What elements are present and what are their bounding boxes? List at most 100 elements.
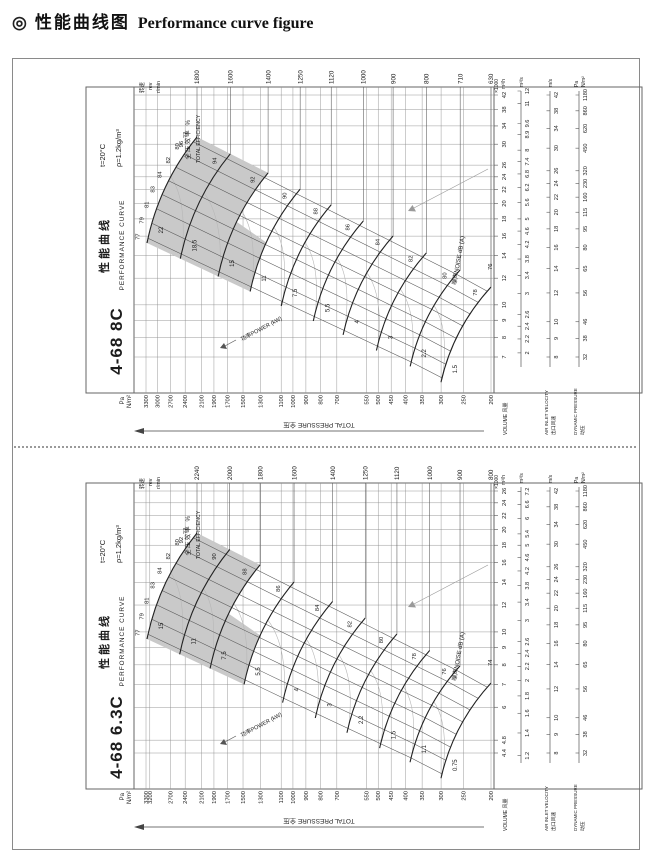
pressure-tick-label: 800 (318, 791, 324, 801)
pressure-tick-label: 1500 (241, 791, 247, 804)
volume-m3s-tick-label: 1.8 (525, 692, 531, 700)
volume-m3s-tick-label: 9.6 (525, 120, 531, 128)
pressure-tick-label: 2100 (200, 791, 206, 804)
air-inlet-velocity-tick-label: 18 (554, 226, 560, 232)
pressure-tick-label: 250 (462, 395, 468, 405)
speed-rpm-label: 1800 (257, 466, 264, 480)
volume-tick-label: 16 (502, 559, 508, 565)
volume-tick-label: 42 (502, 92, 508, 98)
efficiency-value-label: 77 (135, 629, 141, 635)
dynamic-pressure-tick-label: 620 (583, 124, 589, 133)
volume-m3s-tick-label: 12 (525, 88, 531, 94)
air-inlet-velocity-tick-label: 16 (554, 640, 560, 646)
noise-value-label: 84 (375, 238, 381, 245)
power-value-label: 7.5 (222, 651, 228, 660)
dynamic-pressure-tick-label: 95 (583, 622, 589, 628)
condition-temperature: t=20°C (98, 539, 107, 563)
arrow-icon (220, 343, 227, 349)
efficiency-mesh-line (151, 223, 446, 365)
dynamic-pressure-label: DYNAMIC PRESSURE (573, 388, 578, 435)
volume-m3s-tick-label: 1.4 (525, 729, 531, 737)
power-value-label: 1.5 (453, 364, 459, 373)
pressure-tick-label: 450 (389, 395, 395, 405)
dynamic-pressure-label: DYNAMIC PRESSURE (573, 784, 578, 831)
volume-m3s-tick-label: 5.6 (525, 198, 531, 206)
performance-chart-8c: 4-68 8C 性能曲线 PERFORMANCE CURVE t=20°C ρ=1.2k… (85, 70, 643, 435)
dynamic-pressure-tick-label: 320 (583, 166, 589, 175)
dynamic-pressure-tick-label: 320 (583, 562, 589, 571)
volume-tick-label: 10 (502, 302, 508, 308)
dynamic-pressure-tick-label: 115 (583, 208, 589, 217)
recommended-zone-shading (147, 533, 261, 685)
efficiency-mesh-line (175, 167, 471, 315)
efficiency-mesh-line (184, 154, 479, 303)
volume-m3s-tick-label: 2 (525, 351, 531, 354)
dynamic-pressure-tick-label: 38 (583, 335, 589, 341)
efficiency-mesh-line (156, 208, 451, 352)
noise-pointer-line (411, 564, 489, 606)
power-value-label: 7.5 (293, 288, 299, 297)
volume-unit2: m³/h (501, 475, 507, 485)
arrow-up-icon (134, 428, 144, 434)
arrow-up-left-icon (408, 205, 416, 212)
dynamic-pressure-label-zh: 动压 (579, 425, 586, 435)
air-inlet-velocity-tick-label: 42 (554, 488, 560, 494)
efficiency-value-label: 77 (183, 528, 189, 534)
condition-density: ρ=1.2kg/m³ (114, 129, 123, 167)
speed-header-zh: 转速 (138, 82, 146, 93)
speed-rpm-label: 1400 (265, 70, 272, 84)
efficiency-contour-arc (203, 588, 215, 660)
pressure-tick-label: 1300 (259, 791, 265, 804)
noise-value-label: 80 (379, 637, 385, 643)
speed-rpm-label: 900 (390, 73, 397, 84)
total-pressure-label: TOTAL PRESSURE 全压 (283, 421, 355, 430)
volume-tick-label: 26 (502, 488, 508, 494)
noise-value-label: 90 (212, 553, 218, 559)
power-value-label: 11 (192, 638, 198, 645)
air-inlet-velocity-tick-label: 8 (554, 355, 560, 358)
power-value-label: 18.5 (192, 239, 198, 251)
dynamic-pressure-tick-label: 230 (583, 179, 589, 188)
volume-m3s-tick-label: 7.4 (525, 158, 531, 166)
volume-m3s-tick-label: 5 (525, 544, 531, 547)
noise-value-label: 82 (347, 621, 353, 627)
volume-m3s-tick-label: 6.8 (525, 170, 531, 178)
efficiency-contour-arc (170, 572, 184, 646)
performance-chart-6-3c: 4-68 6.3C 性能曲线 PERFORMANCE CURVE t=20°C ρ=1.… (85, 466, 643, 831)
speed-rpm-label: 2240 (194, 466, 201, 480)
speed-curve-1400 (217, 172, 269, 277)
efficiency-mesh-line (168, 576, 463, 723)
volume-tick-label: 18 (502, 216, 508, 222)
power-value-label: 4 (295, 687, 301, 691)
noise-value-label: 84 (315, 604, 321, 611)
efficiency-mesh-line (193, 537, 488, 688)
speed-curve-1800 (146, 136, 198, 244)
panel-divider-dotted-line (14, 446, 636, 448)
dynamic-pressure-tick-label: 56 (583, 290, 589, 296)
pressure-tick-label: 2100 (200, 395, 206, 408)
pressure-tick-label: 500 (376, 791, 382, 801)
air-inlet-velocity-tick-label: 8 (554, 751, 560, 754)
efficiency-contour-arc (338, 654, 351, 725)
dynamic-pressure-tick-label: 65 (583, 265, 589, 271)
efficiency-contour-arc (267, 619, 286, 694)
efficiency-value-label: 83 (151, 186, 157, 192)
speed-header-zh: 转速 (138, 478, 146, 489)
volume-unit2: m³/h (501, 79, 507, 89)
speed-rpm-label: 1120 (328, 70, 335, 84)
speed-curve-1250 (249, 188, 301, 292)
air-inlet-velocity-unit: m/s (548, 78, 554, 87)
efficiency-value-label: 77 (135, 233, 141, 239)
pressure-tick-label: 1900 (212, 395, 218, 408)
efficiency-mesh-line (156, 604, 451, 748)
power-label: 功率POWER (kW) (239, 314, 283, 343)
volume-tick-label: 8 (502, 663, 508, 666)
noise-value-label: 78 (412, 653, 418, 659)
air-inlet-velocity-tick-label: 38 (554, 108, 560, 114)
speed-curve-900 (342, 235, 394, 335)
noise-value-label: 86 (345, 224, 351, 230)
volume-m3s-tick-label: 4.2 (525, 567, 531, 575)
volume-tick-label: 12 (502, 602, 508, 608)
noise-value-label-extra: 74 (488, 659, 494, 666)
